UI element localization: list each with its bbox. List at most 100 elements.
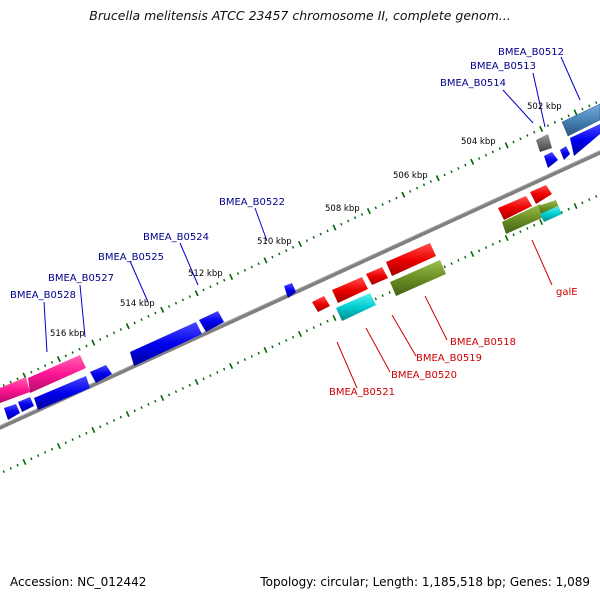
minor-tick — [326, 229, 329, 233]
minor-tick — [174, 390, 178, 393]
major-tick — [263, 346, 268, 354]
minor-tick — [50, 447, 54, 451]
minor-tick — [2, 470, 5, 473]
label-BMEA_B0528: BMEA_B0528 — [10, 290, 76, 301]
minor-tick — [99, 425, 102, 429]
gene-olive-small[interactable] — [538, 200, 560, 216]
minor-tick — [85, 431, 88, 435]
minor-tick — [464, 255, 467, 259]
minor-tick — [147, 314, 150, 318]
gene-blue-row-a[interactable] — [90, 365, 112, 383]
major-tick — [573, 202, 578, 210]
minor-tick — [526, 227, 529, 230]
minor-tick — [202, 288, 205, 292]
major-tick — [160, 394, 165, 402]
minor-tick — [340, 222, 343, 226]
minor-tick — [491, 150, 495, 154]
minor-tick — [181, 298, 185, 302]
map-title: Brucella melitensis ATCC 23457 chromosom… — [89, 8, 511, 23]
tick-label-514: 514 kbp — [120, 299, 155, 309]
gene-BMEA_B0522[interactable] — [284, 283, 296, 298]
gene-red-top-a[interactable] — [498, 196, 532, 220]
minor-tick — [78, 435, 81, 438]
gene-BMEA_B0528[interactable] — [0, 377, 30, 403]
minor-tick — [567, 207, 570, 211]
minor-tick — [250, 355, 253, 358]
minor-tick — [188, 295, 191, 298]
gene-red-left[interactable] — [332, 277, 368, 303]
minor-tick — [409, 190, 412, 193]
gene-BMEA_B0512[interactable] — [561, 103, 600, 137]
minor-tick — [560, 211, 563, 214]
minor-tick — [588, 198, 591, 201]
gene-blue-row-c[interactable] — [18, 397, 34, 412]
inner-tick-track — [2, 195, 598, 473]
label-BMEA_B0524: BMEA_B0524 — [143, 232, 209, 243]
genome-summary-text: Topology: circular; Length: 1,185,518 bp… — [260, 575, 590, 589]
major-tick — [229, 273, 234, 280]
minor-tick — [457, 259, 460, 262]
gene-cyan-small[interactable] — [540, 206, 562, 222]
gene-BMEA_B0514[interactable] — [536, 134, 552, 152]
minor-tick — [595, 101, 598, 104]
minor-tick — [209, 374, 212, 377]
minor-tick — [140, 406, 143, 409]
label-BMEA_B0525: BMEA_B0525 — [98, 252, 164, 263]
gene-BMEA_B0513[interactable] — [570, 124, 600, 156]
major-tick — [263, 257, 268, 264]
minor-tick — [181, 387, 185, 390]
accession-text: Accession: NC_012442 — [10, 575, 147, 589]
minor-tick — [37, 367, 40, 371]
gene-BMEA_B0518[interactable] — [390, 260, 446, 296]
label-BMEA_B0520: BMEA_B0520 — [391, 370, 457, 381]
gene-red-top-b[interactable] — [530, 185, 552, 204]
minor-tick — [291, 335, 295, 339]
gene-BMEA_B0520[interactable] — [336, 293, 376, 321]
minor-tick — [216, 282, 219, 285]
minor-tick — [415, 186, 419, 190]
major-tick — [194, 378, 199, 386]
gene-labels-blue: BMEA_B0512 BMEA_B0513 BMEA_B0514 BMEA_B0… — [10, 47, 564, 301]
minor-tick — [484, 246, 488, 249]
minor-tick — [30, 457, 33, 461]
minor-tick — [236, 361, 240, 365]
minor-tick — [43, 364, 47, 368]
major-tick — [401, 191, 406, 198]
minor-tick — [119, 415, 123, 419]
minor-tick — [133, 321, 136, 325]
tick-label-506: 506 kbp — [393, 171, 428, 181]
gene-blue-small-b[interactable] — [560, 146, 570, 160]
gene-BMEA_B0519[interactable] — [386, 243, 436, 276]
minor-tick — [223, 367, 226, 371]
minor-tick — [105, 422, 109, 425]
minor-tick — [381, 203, 384, 206]
minor-tick — [209, 285, 212, 289]
gene-blue-small-a[interactable] — [544, 152, 558, 168]
minor-tick — [395, 196, 398, 200]
gene-galE[interactable] — [502, 204, 546, 234]
minor-tick — [85, 344, 88, 348]
minor-tick — [243, 358, 247, 361]
gene-blue-row-d[interactable] — [4, 404, 20, 420]
gene-blue-row-b[interactable] — [34, 376, 90, 410]
label-BMEA_B0521: BMEA_B0521 — [329, 387, 395, 398]
minor-tick — [174, 301, 178, 305]
minor-tick — [305, 239, 309, 243]
major-tick — [332, 224, 337, 231]
minor-tick — [147, 403, 150, 406]
gene-red-mid[interactable] — [366, 267, 388, 285]
gene-BMEA_B0525[interactable] — [130, 322, 202, 366]
tick-label-504: 504 kbp — [461, 137, 496, 147]
minor-tick — [257, 262, 260, 266]
major-tick — [539, 218, 544, 226]
minor-tick — [119, 328, 123, 331]
gene-BMEA_B0524[interactable] — [199, 311, 224, 332]
minor-tick — [236, 272, 240, 275]
gene-BMEA_B0527[interactable] — [28, 355, 86, 393]
minor-tick — [477, 157, 481, 160]
gene-BMEA_B0521[interactable] — [312, 296, 330, 312]
minor-tick — [30, 370, 33, 374]
minor-tick — [484, 153, 488, 157]
minor-tick — [271, 255, 274, 259]
